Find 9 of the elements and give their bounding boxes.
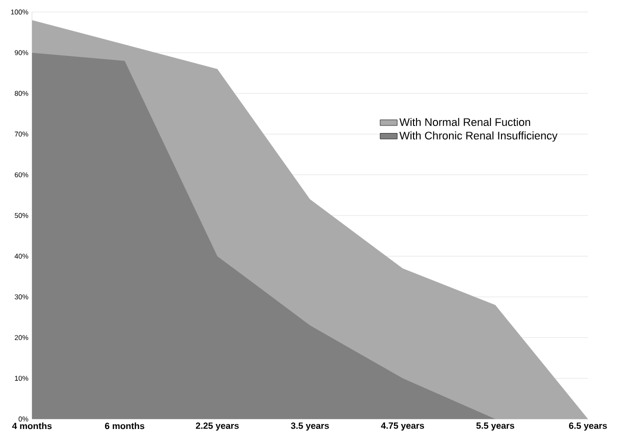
x-tick-label: 5.5 years	[476, 422, 514, 431]
x-tick-label: 6.5 years	[569, 422, 607, 431]
legend-label: With Chronic Renal Insufficiency	[399, 131, 558, 142]
x-tick-label: 4 months	[12, 422, 52, 430]
x-tick-label: 2.25 years	[196, 422, 239, 431]
x-tick-label: 6 months	[105, 422, 144, 430]
legend-label: With Normal Renal Fuction	[399, 118, 530, 126]
x-tick-label: 4.75 years	[381, 422, 424, 431]
x-tick-label: 3.5 years	[290, 422, 329, 431]
